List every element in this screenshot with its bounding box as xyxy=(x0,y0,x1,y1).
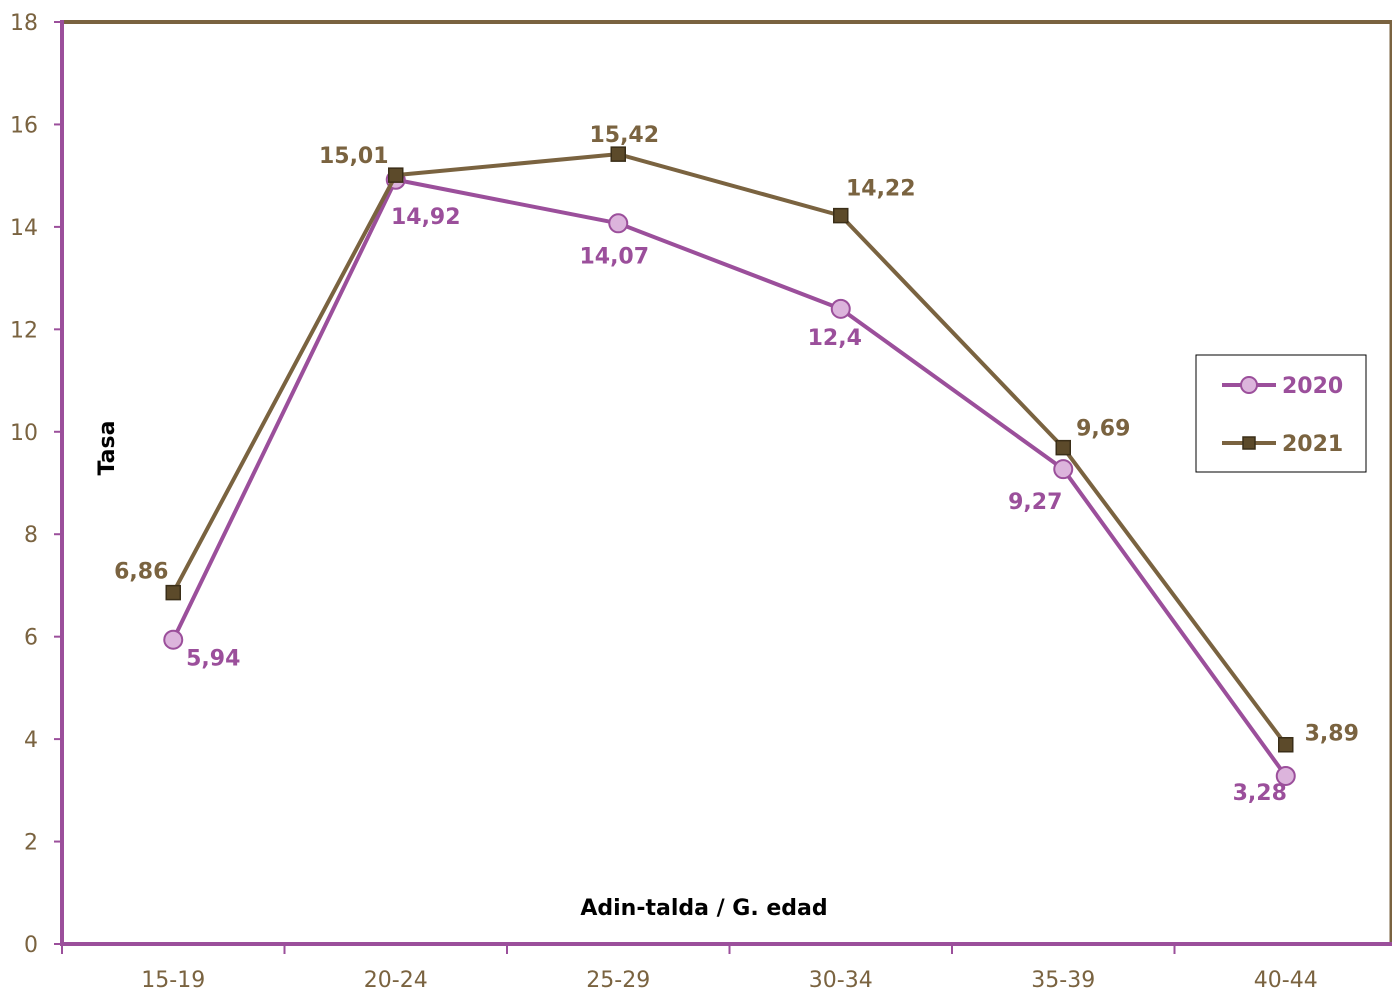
y-tick-label: 0 xyxy=(24,933,38,958)
legend-marker-2020 xyxy=(1240,376,1258,394)
y-tick-label: 6 xyxy=(24,626,38,651)
y-tick-label: 10 xyxy=(10,421,38,446)
legend-box xyxy=(1195,354,1367,473)
point-2020-25-29 xyxy=(608,213,629,234)
series-line-2021 xyxy=(171,152,1288,746)
data-label-2020-40-44: 3,28 xyxy=(1233,781,1287,806)
y-tick-label: 18 xyxy=(10,11,38,36)
plot-frame xyxy=(62,20,1392,944)
series-lines xyxy=(163,146,1296,786)
axes: 0 2 4 6 8 10 12 14 16 18 15-19 20-24 25-29 30-34 35-39… xyxy=(10,11,1392,991)
x-tick-label: 40-44 xyxy=(1254,968,1318,991)
data-label-2021-40-44: 3,89 xyxy=(1305,722,1359,747)
y-tick-label: 12 xyxy=(10,318,38,343)
legend-label-2020: 2020 xyxy=(1282,374,1343,399)
x-tick-label: 25-29 xyxy=(586,968,650,991)
point-2020-30-34 xyxy=(830,298,851,319)
point-2020-40-44 xyxy=(1275,765,1296,786)
x-tick-label: 20-24 xyxy=(364,968,428,991)
series-line-2020 xyxy=(171,177,1288,778)
legend: 2020 2021 xyxy=(1195,354,1367,473)
legend-label-2021: 2021 xyxy=(1282,432,1343,457)
x-tick-label: 15-19 xyxy=(141,968,205,991)
point-2021-15-19 xyxy=(165,584,181,601)
point-2020-35-39 xyxy=(1053,459,1074,480)
x-axis-title: Adin-talda / G. edad xyxy=(580,896,827,921)
data-label-2021-30-34: 14,22 xyxy=(846,177,916,202)
x-tick-label: 30-34 xyxy=(809,968,873,991)
data-labels: 5,94 14,92 14,07 12,4 9,27 3,28 6,86 15,01 15,42… xyxy=(114,123,1359,806)
legend-marker-2021 xyxy=(1242,436,1256,450)
y-tick-label: 4 xyxy=(24,728,38,753)
point-2020-15-19 xyxy=(163,629,184,650)
point-2021-35-39 xyxy=(1055,439,1071,456)
data-label-2020-15-19: 5,94 xyxy=(186,647,240,672)
data-label-2020-30-34: 12,4 xyxy=(808,326,862,351)
data-label-2021-20-24: 15,01 xyxy=(319,144,389,169)
data-label-2020-35-39: 9,27 xyxy=(1008,490,1062,515)
point-2021-25-29 xyxy=(610,146,626,162)
data-label-2021-35-39: 9,69 xyxy=(1076,417,1130,442)
point-2021-30-34 xyxy=(833,207,849,224)
point-2021-20-24 xyxy=(388,167,404,183)
y-tick-label: 8 xyxy=(24,523,38,548)
data-label-2021-15-19: 6,86 xyxy=(114,560,168,585)
y-axis-title: Tasa xyxy=(95,421,120,476)
x-tick-label: 35-39 xyxy=(1031,968,1095,991)
point-2021-40-44 xyxy=(1278,736,1294,753)
data-label-2020-20-24: 14,92 xyxy=(391,205,461,230)
y-tick-label: 14 xyxy=(10,216,38,241)
y-tick-label: 2 xyxy=(24,831,38,856)
data-label-2021-25-29: 15,42 xyxy=(589,123,659,148)
y-tick-label: 16 xyxy=(10,113,38,138)
data-label-2020-25-29: 14,07 xyxy=(579,244,649,269)
